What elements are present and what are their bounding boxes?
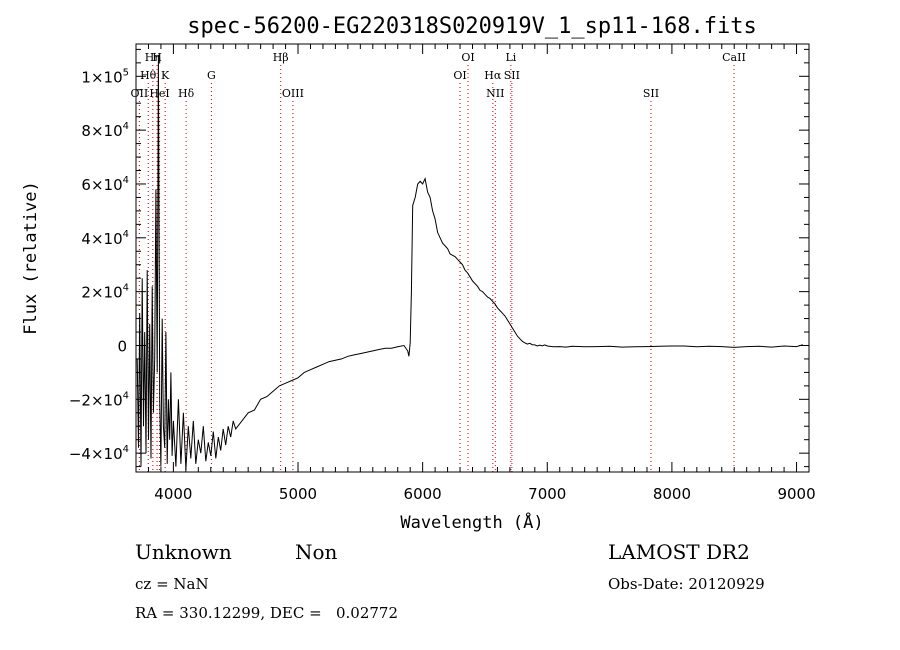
marker-label: OI xyxy=(453,69,466,82)
marker-label: Hθ xyxy=(140,69,157,82)
marker-label: OII xyxy=(131,87,149,100)
marker-label: NII xyxy=(486,87,504,100)
y-tick-label: −2×104 xyxy=(69,390,129,409)
marker-label: Hα xyxy=(484,69,502,82)
marker-label: SII xyxy=(504,69,520,82)
y-tick-label: 1×105 xyxy=(81,67,129,86)
x-tick-label: 9000 xyxy=(777,485,815,503)
marker-label: HeI xyxy=(149,87,169,100)
y-tick-label: 6×104 xyxy=(81,175,129,194)
marker-label: Hη xyxy=(145,51,161,64)
survey-label: LAMOST DR2 xyxy=(608,540,750,564)
obs-date-label: Obs-Date: 20120929 xyxy=(608,575,765,593)
y-axis: −4×104 −2×104 0 2×104 4×104 6×104 8×104 1×105 xyxy=(69,48,809,468)
marker-label: SII xyxy=(643,87,659,100)
x-axis-label: Wavelength (Å) xyxy=(400,511,543,533)
x-tick-label: 5000 xyxy=(279,485,317,503)
marker-label: OIII xyxy=(282,87,304,100)
y-tick-label: 8×104 xyxy=(81,121,129,140)
y-axis-label: Flux (relative) xyxy=(21,181,41,335)
y-tick-label: 4×104 xyxy=(81,229,129,248)
y-tick-label: −4×104 xyxy=(69,444,129,463)
marker-label: H xyxy=(152,51,162,64)
object-subclass: Non xyxy=(295,540,338,564)
y-tick-label: 0 xyxy=(117,337,127,355)
line-markers: HηH Hθ K G OII HeI Hδ Hβ OIII OI OI Hα NII Li SII SII Ca… xyxy=(131,51,746,472)
x-tick-label: 6000 xyxy=(404,485,442,503)
plot-frame xyxy=(135,43,810,473)
coords-label: RA = 330.12299, DEC = 0.02772 xyxy=(135,604,399,622)
x-tick-label: 8000 xyxy=(653,485,691,503)
redshift-label: cz = NaN xyxy=(135,575,209,593)
x-tick-label: 4000 xyxy=(154,485,192,503)
marker-label: Li xyxy=(505,51,516,64)
marker-label: OI xyxy=(461,51,474,64)
marker-label: Hδ xyxy=(178,87,195,100)
object-class: Unknown xyxy=(135,540,232,564)
y-tick-label: 2×104 xyxy=(81,283,129,302)
spectrum-line xyxy=(136,54,803,470)
chart-title: spec-56200-EG220318S020919V_1_sp11-168.f… xyxy=(187,14,757,39)
marker-label: CaII xyxy=(722,51,746,64)
marker-label: K xyxy=(161,69,170,82)
marker-label: G xyxy=(207,69,216,82)
x-axis: 4000 5000 6000 7000 8000 9000 xyxy=(147,44,816,503)
x-tick-label: 7000 xyxy=(528,485,566,503)
marker-label: Hβ xyxy=(273,51,289,64)
